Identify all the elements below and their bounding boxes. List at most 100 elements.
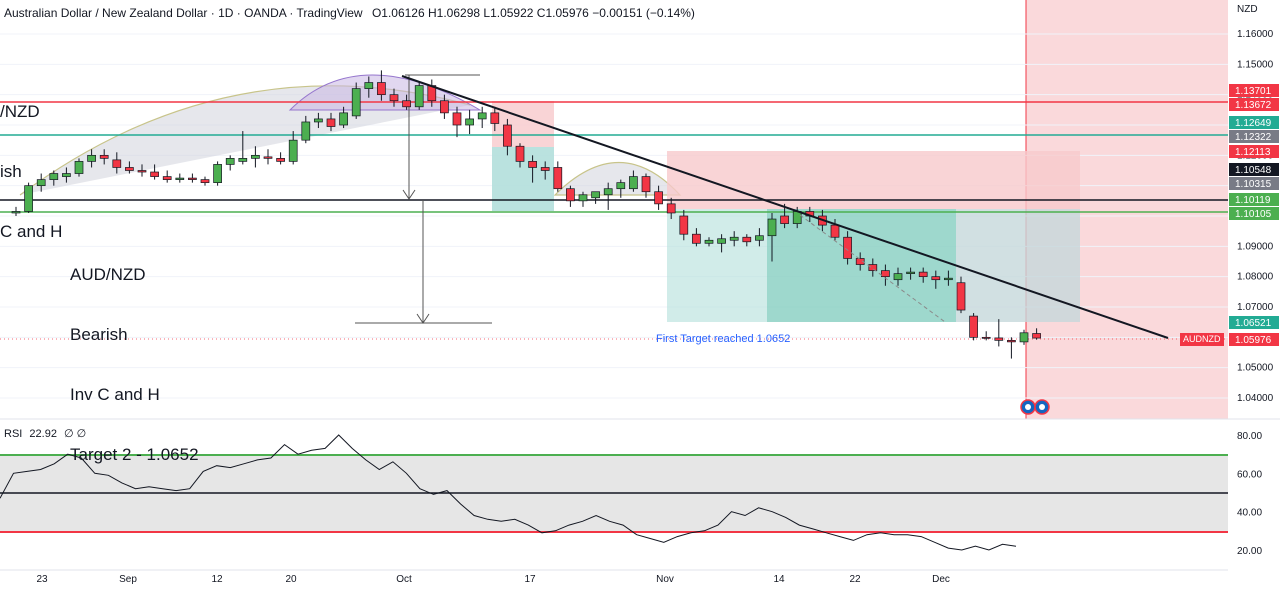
zone-grey-right bbox=[956, 209, 1080, 322]
x-tick-label: Nov bbox=[656, 574, 674, 585]
candle-body bbox=[717, 238, 726, 244]
candle-body bbox=[213, 164, 222, 183]
price-tag bbox=[1229, 193, 1279, 206]
candle-body bbox=[956, 282, 966, 311]
candle-body bbox=[918, 271, 928, 278]
candle-body bbox=[288, 139, 298, 162]
first-target-note[interactable]: First Target reached 1.0652 bbox=[656, 333, 791, 345]
y-tick-label: 1.07000 bbox=[1237, 302, 1274, 313]
time-axis[interactable]: 23 Sep 12 20 Oct 17 Nov 14 22 Dec bbox=[36, 574, 949, 585]
candle-body bbox=[490, 112, 500, 124]
candle-body bbox=[969, 315, 978, 338]
price-tag-label: 1.10105 bbox=[1235, 209, 1272, 220]
candle-body bbox=[150, 171, 159, 177]
candle-body bbox=[301, 121, 311, 141]
rsi-tick-label: 80.00 bbox=[1237, 431, 1262, 442]
annotation-line: Target 2 - 1.0652 bbox=[70, 445, 199, 464]
x-tick-label: 20 bbox=[285, 574, 297, 585]
candle-body bbox=[981, 336, 991, 339]
candle-body bbox=[175, 177, 185, 180]
event-flag-icon[interactable] bbox=[1020, 399, 1050, 415]
candle-body bbox=[1032, 333, 1041, 339]
trendline[interactable] bbox=[401, 75, 1169, 339]
candle-body bbox=[1007, 340, 1016, 343]
candles bbox=[11, 70, 1041, 359]
annotation-line: AUD/NZD bbox=[70, 265, 146, 284]
annotation-line: Bearish bbox=[70, 325, 128, 344]
rsi-tick-label: 60.00 bbox=[1237, 469, 1262, 480]
ohlc-open: O1.06126 bbox=[371, 6, 425, 20]
candle-body bbox=[414, 85, 424, 108]
annotation-line: C and H bbox=[0, 222, 63, 241]
rsi-pane[interactable] bbox=[0, 434, 1228, 551]
price-tag bbox=[1229, 84, 1279, 97]
candle-body bbox=[868, 264, 878, 271]
candle-body bbox=[465, 118, 474, 126]
candle-body bbox=[162, 176, 172, 180]
candle-body bbox=[704, 239, 714, 244]
candle-body bbox=[351, 88, 361, 117]
candle-body bbox=[540, 167, 550, 171]
x-tick-label: 12 bbox=[211, 574, 223, 585]
currency-label: NZD bbox=[1237, 4, 1258, 15]
candle-body bbox=[994, 337, 1004, 341]
annotation-top-left[interactable]: /NZD ish C and H bbox=[0, 62, 62, 282]
candle-body bbox=[125, 167, 134, 171]
candle-body bbox=[654, 191, 663, 205]
candle-body bbox=[74, 161, 84, 174]
x-tick-label: 14 bbox=[773, 574, 785, 585]
candle-body bbox=[780, 215, 789, 224]
trendline-dash bbox=[799, 214, 946, 323]
candle-body bbox=[566, 188, 575, 202]
symbol-title[interactable]: Australian Dollar / New Zealand Dollar ·… bbox=[4, 6, 363, 20]
ohlc-change: −0.00151 (−0.14%) bbox=[592, 6, 695, 20]
candle-body bbox=[729, 236, 739, 241]
candle-body bbox=[238, 158, 248, 162]
candle-body bbox=[553, 167, 563, 190]
ohlc-high: H1.06298 bbox=[428, 6, 481, 20]
candle-body bbox=[276, 158, 285, 162]
candle-body bbox=[1019, 332, 1029, 343]
price-tag-label: 1.05976 bbox=[1235, 335, 1272, 346]
candle-body bbox=[742, 236, 752, 243]
price-tag-label: 1.13701 bbox=[1235, 86, 1272, 97]
x-tick-label: 17 bbox=[524, 574, 536, 585]
annotation-line: ish bbox=[0, 162, 22, 181]
candle-body bbox=[503, 124, 512, 147]
candle-body bbox=[944, 277, 953, 281]
candle-body bbox=[692, 233, 701, 244]
y-tick-label: 1.08000 bbox=[1237, 272, 1274, 283]
candle-body bbox=[225, 158, 235, 165]
price-tag-label: 1.06521 bbox=[1235, 318, 1272, 329]
price-tag bbox=[1229, 98, 1279, 111]
price-tag-label: 1.10548 bbox=[1235, 165, 1272, 176]
candle-body bbox=[326, 118, 336, 127]
x-tick-label: 23 bbox=[36, 574, 48, 585]
candle-body bbox=[11, 211, 21, 214]
symbol-badge: AUDNZD bbox=[1180, 333, 1224, 346]
rsi-header[interactable]: RSI 22.92 ∅ ∅ bbox=[4, 427, 86, 440]
candle-body bbox=[528, 161, 537, 168]
candle-body bbox=[200, 179, 210, 183]
annotation-main[interactable]: AUD/NZD Bearish Inv C and H Target 2 - 1… bbox=[70, 225, 199, 505]
measure-arrowhead-1 bbox=[402, 189, 416, 200]
price-tags: 1.13701 1.13672 1.12649 1.12322 1.12113 1.105… bbox=[1229, 84, 1279, 346]
candle-body bbox=[377, 82, 386, 96]
candle-body bbox=[402, 100, 411, 108]
candle-body bbox=[893, 273, 903, 281]
candle-body bbox=[263, 156, 273, 159]
candle-body bbox=[515, 145, 525, 162]
rsi-extra: ∅ ∅ bbox=[64, 428, 87, 440]
ohlc-low: L1.05922 bbox=[483, 6, 534, 20]
candle-body bbox=[36, 179, 46, 187]
price-tag-label: 1.12113 bbox=[1235, 147, 1271, 158]
candle-body bbox=[452, 112, 462, 126]
y-tick-label: 1.15000 bbox=[1237, 59, 1274, 70]
price-tag bbox=[1229, 333, 1279, 346]
price-tag-label: 1.10315 bbox=[1235, 179, 1272, 190]
chart-header: Australian Dollar / New Zealand Dollar ·… bbox=[4, 6, 695, 20]
rsi-tick-label: 20.00 bbox=[1237, 546, 1262, 557]
price-tag bbox=[1229, 130, 1279, 143]
